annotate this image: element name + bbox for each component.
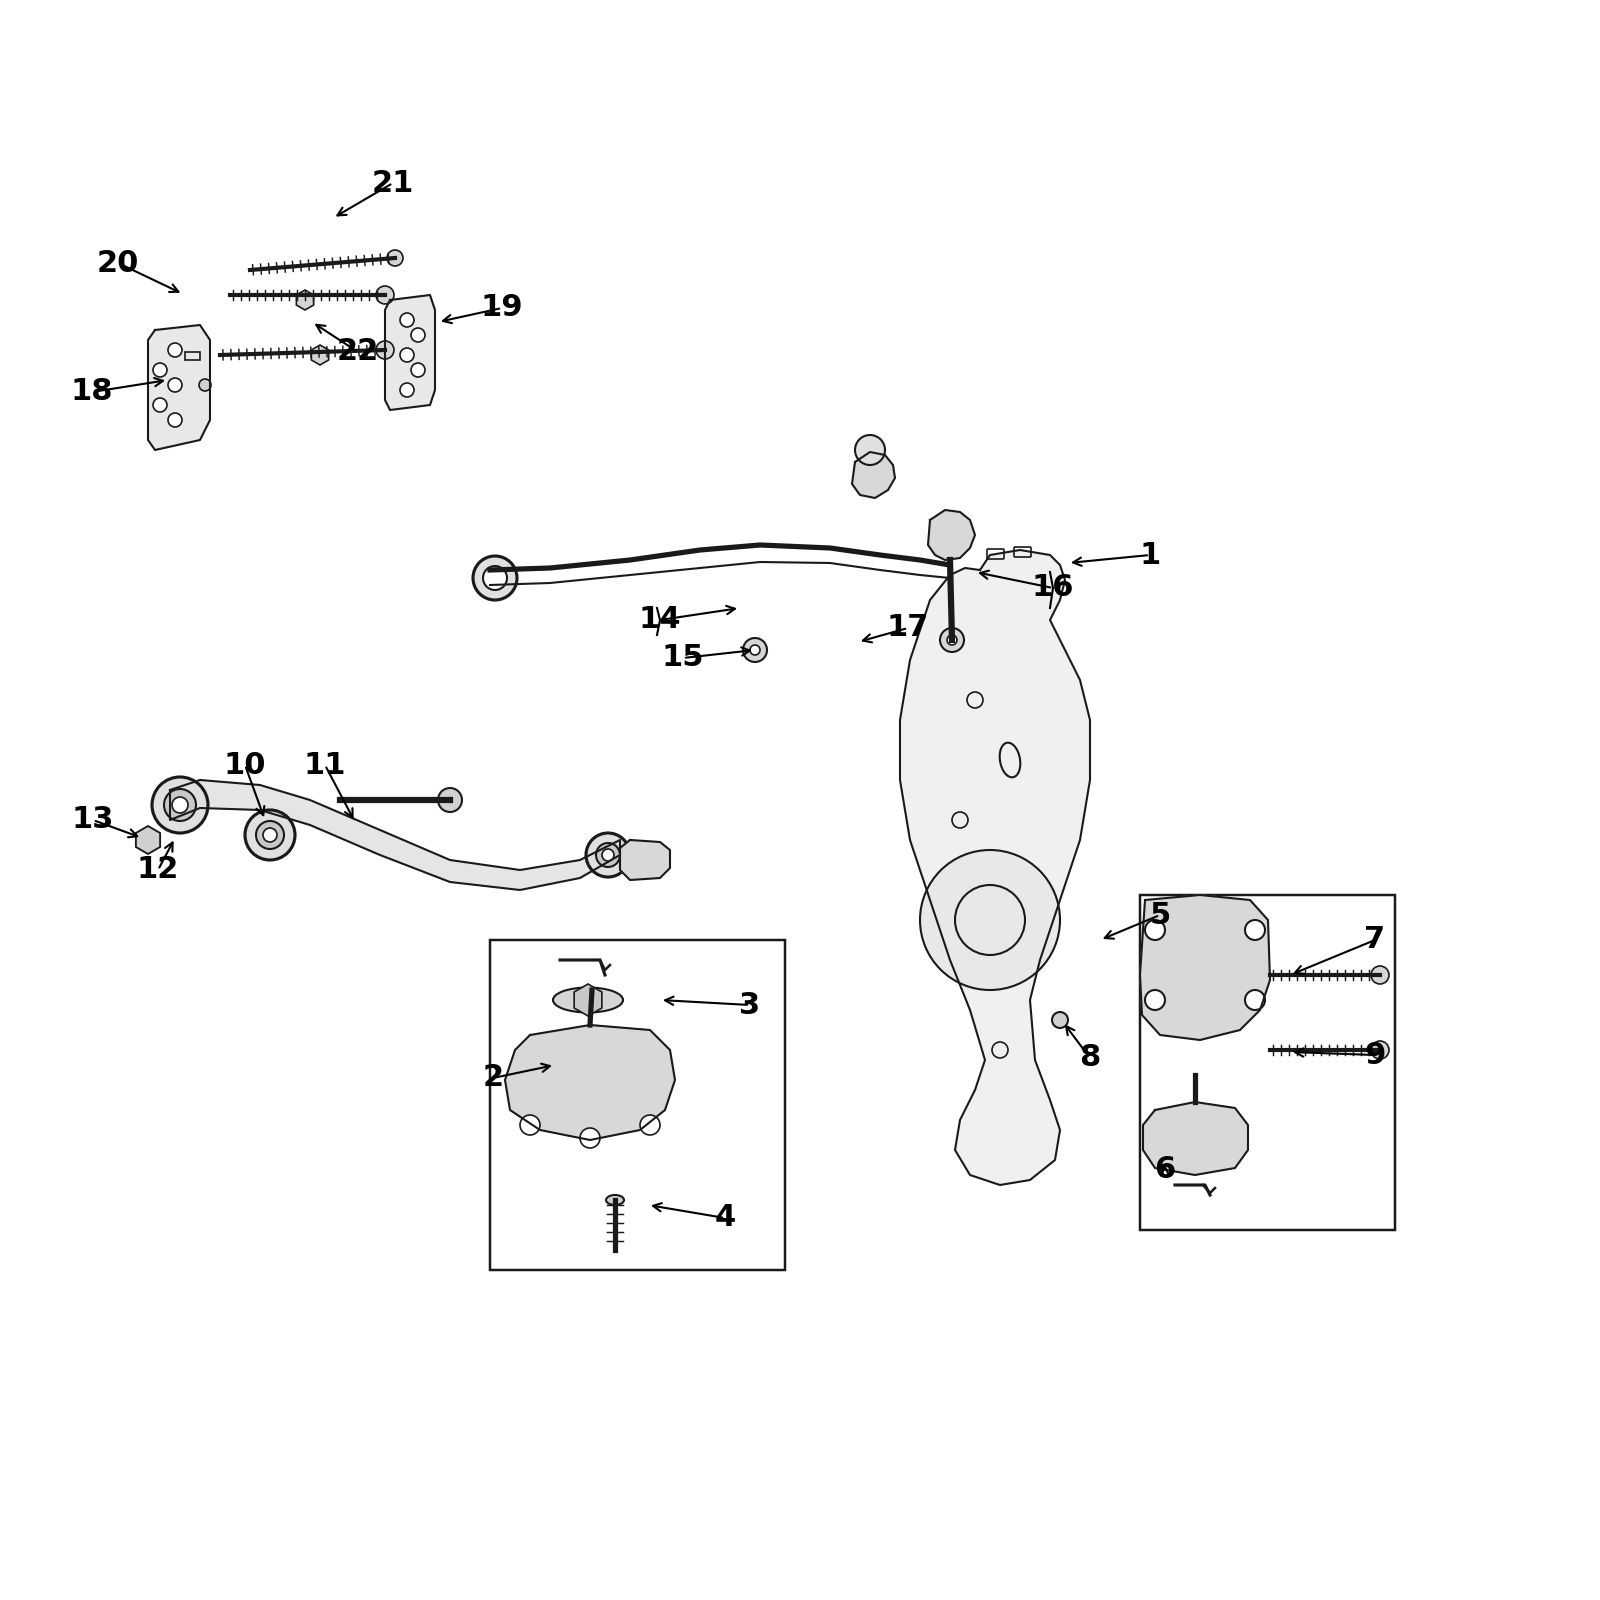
Text: 3: 3 <box>739 990 760 1019</box>
Circle shape <box>376 286 394 304</box>
Circle shape <box>168 413 182 427</box>
Text: 17: 17 <box>886 613 930 643</box>
Circle shape <box>595 843 621 867</box>
Circle shape <box>640 1115 661 1134</box>
Circle shape <box>1146 920 1165 939</box>
Text: 6: 6 <box>1154 1155 1176 1184</box>
Circle shape <box>256 821 285 850</box>
Text: 18: 18 <box>70 378 114 406</box>
Circle shape <box>1245 990 1266 1010</box>
Text: 1: 1 <box>1139 541 1160 570</box>
Circle shape <box>941 627 963 653</box>
Circle shape <box>411 363 426 378</box>
Polygon shape <box>506 1026 675 1139</box>
Polygon shape <box>851 451 894 498</box>
Circle shape <box>579 1128 600 1149</box>
Circle shape <box>376 341 394 358</box>
Circle shape <box>520 1115 541 1134</box>
Text: 4: 4 <box>714 1203 736 1232</box>
Circle shape <box>438 787 462 813</box>
Polygon shape <box>147 325 210 450</box>
Circle shape <box>854 435 885 466</box>
Circle shape <box>920 850 1059 990</box>
Text: 12: 12 <box>138 856 179 885</box>
Text: 14: 14 <box>638 605 682 635</box>
Circle shape <box>154 398 166 411</box>
Polygon shape <box>1142 1102 1248 1174</box>
Circle shape <box>586 834 630 877</box>
Bar <box>490 939 786 1270</box>
Circle shape <box>173 797 189 813</box>
Circle shape <box>165 789 195 821</box>
Circle shape <box>602 850 614 861</box>
Bar <box>1139 894 1395 1230</box>
Text: 20: 20 <box>98 248 139 277</box>
Circle shape <box>152 778 208 834</box>
Text: 9: 9 <box>1365 1040 1386 1069</box>
Circle shape <box>750 645 760 654</box>
Polygon shape <box>1139 894 1270 1040</box>
Polygon shape <box>170 781 621 890</box>
Circle shape <box>168 378 182 392</box>
Circle shape <box>400 349 414 362</box>
Text: 15: 15 <box>662 643 704 672</box>
Circle shape <box>262 829 277 842</box>
Circle shape <box>411 328 426 342</box>
Circle shape <box>1053 1013 1069 1029</box>
Ellipse shape <box>606 1195 624 1205</box>
Circle shape <box>168 342 182 357</box>
Polygon shape <box>621 840 670 880</box>
Polygon shape <box>899 550 1090 1186</box>
Text: 10: 10 <box>224 750 266 779</box>
Circle shape <box>1146 990 1165 1010</box>
Text: 22: 22 <box>338 338 379 366</box>
Text: 19: 19 <box>480 293 523 323</box>
Text: 7: 7 <box>1365 925 1386 955</box>
Circle shape <box>947 635 957 645</box>
Circle shape <box>245 810 294 861</box>
Text: 13: 13 <box>72 805 114 835</box>
Polygon shape <box>928 510 974 560</box>
Text: 21: 21 <box>371 168 414 197</box>
Circle shape <box>1371 966 1389 984</box>
Text: 8: 8 <box>1080 1043 1101 1072</box>
Text: 5: 5 <box>1149 901 1171 930</box>
Ellipse shape <box>554 987 622 1013</box>
Circle shape <box>400 314 414 326</box>
Circle shape <box>1245 920 1266 939</box>
Text: 2: 2 <box>483 1064 504 1093</box>
Circle shape <box>1371 1042 1389 1059</box>
Circle shape <box>400 382 414 397</box>
Text: 11: 11 <box>304 750 346 779</box>
Circle shape <box>198 379 211 390</box>
Circle shape <box>154 363 166 378</box>
Text: 16: 16 <box>1032 573 1074 603</box>
Circle shape <box>483 566 507 590</box>
Polygon shape <box>386 294 435 410</box>
Circle shape <box>474 557 517 600</box>
Circle shape <box>387 250 403 266</box>
Circle shape <box>742 638 766 662</box>
